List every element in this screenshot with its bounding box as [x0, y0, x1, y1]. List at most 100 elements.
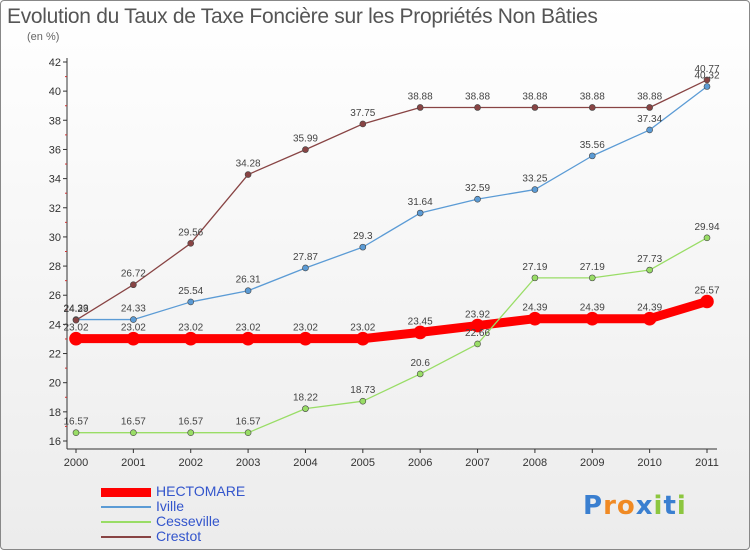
- data-label: 31.64: [408, 197, 433, 208]
- data-point: [183, 331, 198, 346]
- data-label: 24.33: [121, 304, 146, 315]
- data-label: 29.3: [353, 231, 373, 242]
- data-label: 24.33: [63, 304, 88, 315]
- data-label: 38.88: [580, 91, 605, 102]
- data-point: [126, 331, 141, 346]
- y-tick-label: 28: [49, 261, 61, 273]
- data-point: [187, 298, 195, 306]
- data-point: [244, 171, 252, 178]
- legend-swatch: [101, 506, 151, 508]
- data-point: [703, 234, 711, 242]
- legend-label: Cesseville: [156, 513, 220, 529]
- data-label: 22.66: [465, 328, 490, 339]
- data-point: [298, 331, 313, 346]
- x-tick-label: 2011: [695, 457, 719, 469]
- data-label: 25.54: [178, 286, 203, 297]
- data-point: [359, 397, 367, 405]
- series-line-cesseville: [75, 237, 708, 434]
- x-tick-label: 2010: [637, 457, 661, 469]
- data-label: 26.72: [121, 269, 146, 280]
- data-label: 38.88: [465, 91, 490, 102]
- data-point: [241, 331, 255, 346]
- x-tick-label: 2009: [580, 457, 604, 469]
- data-label: 24.39: [580, 303, 605, 314]
- data-label: 27.73: [637, 254, 662, 265]
- data-point: [130, 316, 137, 323]
- data-label: 35.99: [293, 134, 318, 145]
- data-point: [703, 76, 711, 84]
- data-point: [244, 429, 252, 436]
- y-tick-label: 22: [49, 349, 61, 361]
- data-label: 40.77: [694, 64, 719, 75]
- y-tick-label: 18: [49, 407, 61, 419]
- data-point: [474, 104, 481, 111]
- data-label: 27.19: [580, 262, 605, 273]
- data-label: 23.92: [465, 310, 490, 321]
- data-label: 38.88: [522, 91, 547, 102]
- data-point: [474, 195, 481, 203]
- data-point: [474, 340, 481, 348]
- x-tick-label: 2000: [64, 457, 88, 469]
- data-label: 33.25: [522, 174, 547, 185]
- x-tick-label: 2008: [523, 457, 547, 469]
- data-label: 16.57: [178, 417, 203, 428]
- data-label: 18.22: [293, 393, 318, 404]
- x-tick-label: 2005: [351, 457, 375, 469]
- data-label: 27.19: [522, 262, 547, 273]
- data-point: [703, 83, 711, 90]
- x-tick-label: 2001: [121, 457, 145, 469]
- data-label: 38.88: [637, 91, 662, 102]
- data-label: 40.32: [694, 70, 719, 81]
- data-point: [646, 104, 653, 111]
- y-tick-label: 40: [49, 86, 61, 98]
- data-point: [302, 264, 309, 272]
- data-point: [646, 266, 653, 274]
- data-point: [69, 331, 83, 346]
- data-point: [302, 146, 309, 153]
- data-point: [413, 325, 427, 340]
- y-tick-label: 26: [49, 290, 61, 302]
- data-point: [416, 370, 424, 378]
- y-tick-label: 20: [49, 378, 61, 390]
- data-label: 18.73: [350, 385, 375, 396]
- data-point: [130, 281, 137, 289]
- data-label: 35.56: [580, 140, 605, 151]
- x-tick-label: 2004: [293, 457, 317, 469]
- x-tick-label: 2006: [408, 457, 432, 469]
- series-line-iville: [75, 85, 708, 321]
- data-point: [470, 318, 485, 333]
- data-point: [588, 274, 596, 282]
- data-label: 37.34: [637, 114, 662, 125]
- data-label: 23.02: [236, 323, 261, 334]
- data-point: [130, 429, 137, 436]
- data-label: 16.57: [121, 417, 146, 428]
- data-label: 24.39: [637, 303, 662, 314]
- y-tick-label: 32: [49, 203, 61, 215]
- data-point: [359, 243, 367, 251]
- y-tick-label: 38: [49, 115, 61, 127]
- y-tick-label: 30: [49, 232, 61, 244]
- data-point: [528, 311, 542, 326]
- data-label: 16.57: [236, 417, 261, 428]
- legend-swatch: [101, 521, 151, 523]
- legend-label: Iville: [156, 498, 185, 514]
- data-label: 24.39: [522, 303, 547, 314]
- data-point: [646, 126, 653, 134]
- chart-subtitle: (en %): [27, 31, 60, 43]
- data-label: 23.02: [293, 323, 318, 334]
- series-line-hectomare: [71, 296, 712, 344]
- data-label: 24.29: [63, 304, 88, 315]
- data-point: [642, 311, 657, 326]
- data-point: [356, 331, 370, 346]
- y-tick-label: 42: [49, 57, 61, 69]
- data-label: 29.94: [694, 222, 719, 233]
- y-tick-label: 24: [49, 319, 61, 331]
- data-label: 23.02: [350, 323, 375, 334]
- data-point: [359, 120, 367, 128]
- y-tick-label: 34: [49, 174, 61, 186]
- data-label: 34.28: [236, 159, 261, 170]
- y-tick-label: 36: [49, 144, 61, 156]
- legend-label: HECTOMARE: [156, 483, 246, 499]
- data-point: [531, 274, 539, 282]
